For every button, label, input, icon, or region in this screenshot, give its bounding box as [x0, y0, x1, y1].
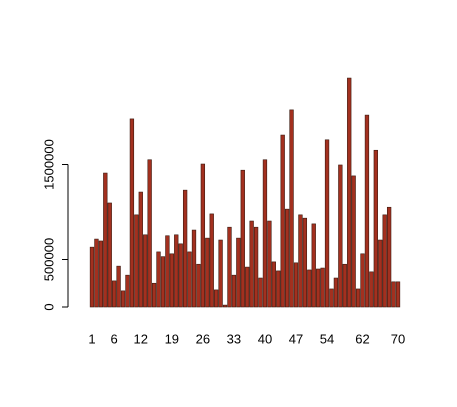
bar	[191, 229, 197, 308]
bar	[364, 114, 370, 308]
bar	[298, 214, 303, 308]
bar	[227, 226, 232, 308]
bar	[311, 223, 316, 308]
bar	[178, 243, 183, 308]
bar	[169, 253, 174, 308]
bar	[156, 251, 161, 308]
bar	[316, 268, 321, 308]
bar	[378, 239, 383, 308]
x-tick-label: 70	[391, 331, 405, 346]
bar	[147, 159, 152, 308]
bar	[214, 289, 219, 308]
bar	[293, 262, 299, 308]
bar	[236, 237, 241, 308]
bar	[320, 267, 325, 308]
x-tick-label: 54	[320, 331, 334, 346]
bar	[107, 202, 112, 308]
bar	[89, 246, 95, 308]
bar	[338, 164, 343, 308]
bar	[134, 214, 139, 308]
bar	[302, 217, 308, 308]
bar	[209, 213, 214, 308]
y-tick-label: 1500000	[41, 139, 56, 190]
bar	[258, 277, 263, 308]
x-tick-label: 1	[88, 331, 95, 346]
bar	[231, 274, 237, 308]
bar	[112, 280, 117, 308]
bar	[174, 234, 179, 308]
bar	[360, 253, 365, 308]
bar	[98, 240, 104, 308]
bar	[351, 175, 356, 308]
bar	[342, 263, 347, 308]
bar	[386, 206, 392, 308]
x-tick-label: 47	[289, 331, 303, 346]
bar	[347, 77, 352, 308]
bar	[103, 172, 108, 308]
bar	[129, 118, 135, 308]
bar	[218, 239, 223, 308]
bar	[196, 263, 201, 308]
bar	[395, 281, 401, 308]
bar	[249, 220, 254, 308]
x-tick-label: 6	[111, 331, 118, 346]
bar	[280, 134, 285, 308]
x-tick-label: 12	[134, 331, 148, 346]
bar	[120, 290, 126, 308]
y-tick-label: 500000	[41, 238, 56, 281]
bar	[373, 149, 378, 308]
bar	[138, 191, 143, 308]
y-tick-label: 0	[41, 303, 56, 310]
bar	[324, 139, 330, 308]
bar	[200, 163, 206, 308]
bar	[125, 274, 130, 308]
x-tick-label: 40	[258, 331, 272, 346]
bar	[271, 261, 276, 308]
bar	[143, 234, 148, 308]
bar	[391, 281, 396, 308]
bar	[165, 235, 170, 308]
bar	[94, 238, 99, 308]
bar	[245, 266, 250, 308]
bar	[160, 256, 166, 308]
bar	[262, 159, 268, 308]
bar	[187, 251, 192, 308]
bar	[253, 226, 259, 308]
bar	[382, 214, 387, 308]
bar	[369, 271, 374, 308]
bar	[329, 288, 334, 308]
bar	[355, 288, 361, 308]
bar	[289, 109, 294, 308]
bar	[116, 265, 121, 308]
x-tick-label: 26	[196, 331, 210, 346]
bar	[205, 237, 210, 308]
bar	[151, 282, 157, 308]
bar	[222, 304, 228, 308]
bar	[182, 189, 188, 308]
bar	[307, 269, 312, 308]
bar	[276, 270, 281, 308]
x-tick-label: 33	[227, 331, 241, 346]
bar	[267, 220, 272, 308]
bar	[284, 208, 290, 308]
bar	[240, 169, 245, 308]
x-tick-label: 19	[165, 331, 179, 346]
bar	[333, 277, 339, 308]
x-tick-label: 62	[355, 331, 369, 346]
